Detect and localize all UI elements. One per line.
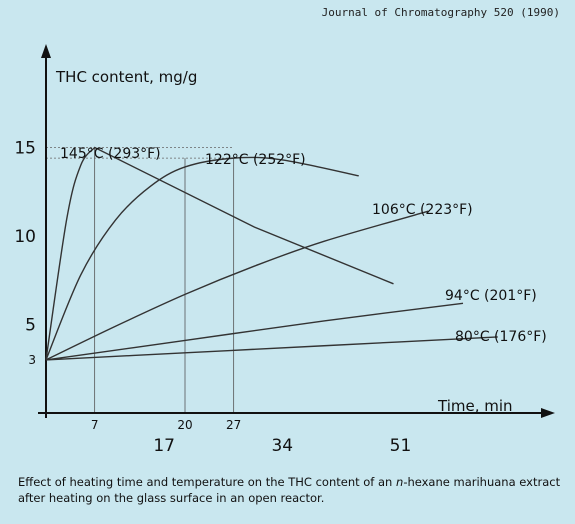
tick-labels: 3 5 10 15 7 20 27 17 34 51 bbox=[14, 139, 411, 457]
y-axis-label: THC content, mg/g bbox=[55, 68, 197, 86]
series-line-4 bbox=[45, 302, 464, 361]
caption-text-start: Effect of heating time and temperature o… bbox=[18, 475, 397, 489]
series-line-2 bbox=[45, 156, 359, 361]
x-tick-label-7: 7 bbox=[91, 418, 99, 432]
x-axis-label: Time, min bbox=[437, 397, 513, 415]
series-line-3 bbox=[45, 210, 429, 361]
y-axis-arrow bbox=[41, 44, 51, 58]
series-label-2: 122°C (252°F) bbox=[205, 152, 306, 168]
caption-text-end: -hexane marihuana extract after heating … bbox=[18, 475, 561, 505]
reference-lines bbox=[46, 147, 235, 413]
series-label-5: 80°C (176°F) bbox=[455, 329, 547, 345]
series-label-3: 106°C (223°F) bbox=[372, 202, 473, 218]
series-lines bbox=[45, 146, 498, 361]
journal-citation: Journal of Chromatography 520 (1990) bbox=[322, 6, 560, 19]
series-line-5 bbox=[45, 336, 498, 361]
y-tick-label-3: 3 bbox=[28, 353, 36, 367]
x-tick-label-51: 51 bbox=[390, 436, 412, 456]
y-tick-label-5: 5 bbox=[25, 316, 36, 336]
series-label-4: 94°C (201°F) bbox=[445, 288, 537, 304]
series-label-1: 145°C (293°F) bbox=[60, 146, 161, 162]
y-tick-label-10: 10 bbox=[14, 227, 36, 247]
figure-caption: Effect of heating time and temperature o… bbox=[18, 474, 563, 506]
series-line-1 bbox=[45, 146, 394, 361]
x-tick-label-17: 17 bbox=[153, 436, 175, 456]
x-tick-label-20: 20 bbox=[177, 418, 192, 432]
x-tick-label-27: 27 bbox=[226, 418, 241, 432]
caption-italic: n bbox=[396, 475, 404, 489]
x-axis-arrow bbox=[541, 408, 555, 418]
x-tick-label-34: 34 bbox=[271, 436, 293, 456]
axes bbox=[38, 44, 555, 418]
y-tick-label-15: 15 bbox=[14, 139, 36, 159]
series-labels: 145°C (293°F) 122°C (252°F) 106°C (223°F) 9… bbox=[60, 146, 547, 345]
